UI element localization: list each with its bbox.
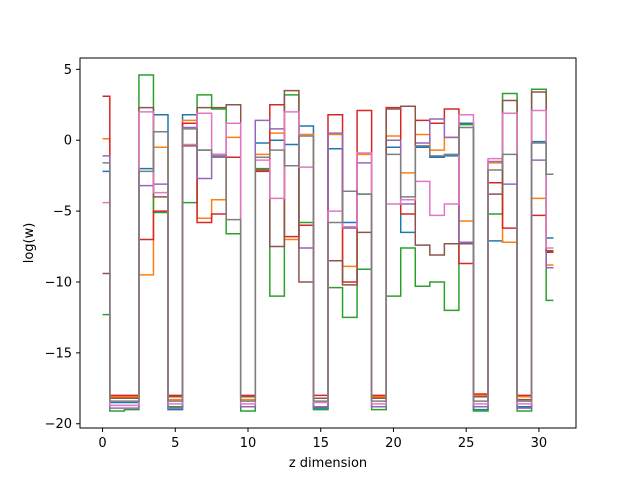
y-tick-label: 0 <box>64 134 72 149</box>
y-tick-label: −15 <box>45 346 72 361</box>
y-tick-label: 5 <box>64 63 72 78</box>
x-tick-label: 25 <box>458 436 475 451</box>
y-axis-label: log(w) <box>22 223 37 264</box>
x-tick-label: 5 <box>171 436 179 451</box>
series-line-8 <box>102 126 554 402</box>
series-layer <box>102 74 554 412</box>
x-axis-label: z dimension <box>289 456 367 471</box>
plot-frame <box>79 57 577 429</box>
y-tick-label: −5 <box>53 205 72 220</box>
x-tick-label: 0 <box>98 436 106 451</box>
x-axis-ticks: 0 5 10 15 20 25 30 <box>98 428 547 451</box>
y-tick-label: −10 <box>45 275 72 290</box>
x-tick-label: 30 <box>531 436 548 451</box>
x-tick-label: 15 <box>312 436 329 451</box>
y-axis-ticks: 5 0 −5 −10 −15 −20 <box>45 63 80 432</box>
x-tick-label: 20 <box>385 436 402 451</box>
x-tick-label: 10 <box>240 436 257 451</box>
y-tick-label: −20 <box>45 417 72 432</box>
